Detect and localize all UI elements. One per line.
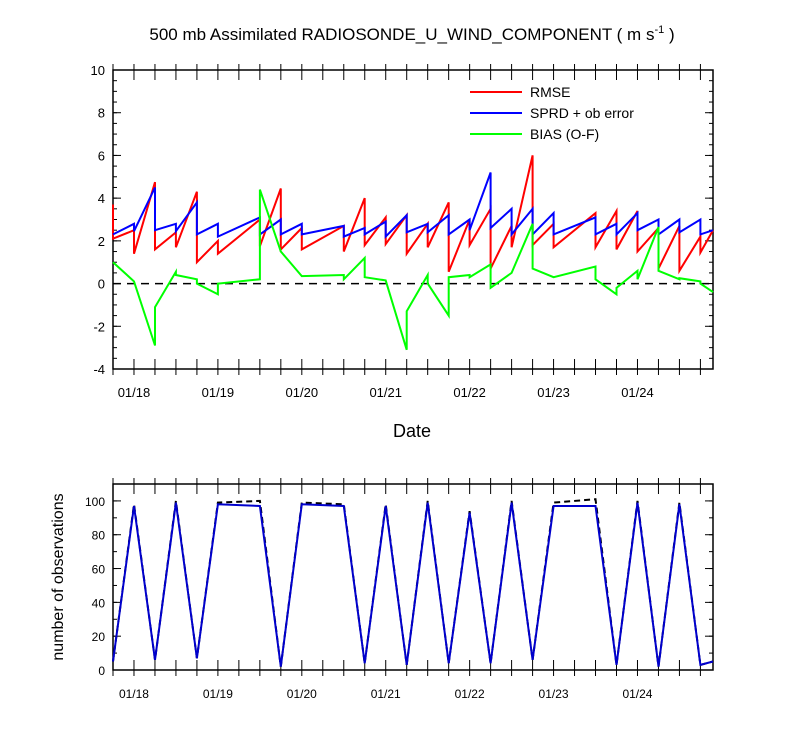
bottom-x-tick-label: 01/23 xyxy=(539,687,569,701)
top-y-tick-label: -2 xyxy=(93,319,105,334)
bottom-plot-frame xyxy=(112,483,714,671)
legend-label-2: BIAS (O-F) xyxy=(530,126,599,142)
top-x-tick-label: 01/23 xyxy=(537,385,570,400)
bottom-y-tick-label: 0 xyxy=(98,664,105,678)
top-series-rmse-line xyxy=(112,155,714,275)
top-x-tick-label: 01/20 xyxy=(286,385,319,400)
chart-title-main: 500 mb Assimilated RADIOSONDE_U_WIND_COM… xyxy=(149,25,654,44)
top-y-tick-label: 0 xyxy=(98,277,105,292)
chart-title-units-sup: -1 xyxy=(654,24,664,36)
top-y-tick-label: 2 xyxy=(98,234,105,249)
bottom-x-tick-label: 01/21 xyxy=(371,687,401,701)
bottom-x-tick-label: 01/19 xyxy=(203,687,233,701)
bottom-y-tick-label: 20 xyxy=(92,630,106,644)
chart-title-end: ) xyxy=(664,25,674,44)
top-y-tick-label: 10 xyxy=(91,63,105,78)
top-x-tick-label: 01/19 xyxy=(202,385,235,400)
top-y-tick-label: -4 xyxy=(93,362,105,377)
top-series-sprd-ob-error-line xyxy=(112,172,714,240)
legend-label-0: RMSE xyxy=(530,84,570,100)
bottom-y-tick-label: 60 xyxy=(92,563,106,577)
top-y-tick-label: 8 xyxy=(98,106,105,121)
bottom-y-tick-label: 80 xyxy=(92,529,106,543)
bottom-y-axis-label: number of observations xyxy=(50,493,67,660)
top-x-tick-label: 01/22 xyxy=(453,385,486,400)
top-x-tick-label: 01/18 xyxy=(118,385,151,400)
bottom-x-tick-label: 01/22 xyxy=(455,687,485,701)
top-y-tick-label: 6 xyxy=(98,148,105,163)
bottom-y-tick-label: 40 xyxy=(92,596,106,610)
bottom-y-tick-label: 100 xyxy=(85,495,105,509)
bottom-series-possible-line xyxy=(112,498,714,667)
bottom-series-used-line xyxy=(112,502,714,667)
legend: RMSE SPRD + ob error BIAS (O-F) xyxy=(470,84,634,142)
bottom-x-tick-label: 01/24 xyxy=(622,687,652,701)
x-axis-label: Date xyxy=(393,421,431,441)
legend-label-1: SPRD + ob error xyxy=(530,105,634,121)
top-x-tick-label: 01/24 xyxy=(621,385,654,400)
bottom-plot-area: 0 20 40 60 80 100 01/18 01/19 01/20 01/21 01/22 01/… xyxy=(85,478,714,701)
top-series-bias-o-f-line xyxy=(112,189,714,351)
bottom-x-tick-label: 01/20 xyxy=(287,687,317,701)
bottom-x-tick-label: 01/18 xyxy=(119,687,149,701)
top-x-tick-label: 01/21 xyxy=(369,385,402,400)
chart-title: 500 mb Assimilated RADIOSONDE_U_WIND_COM… xyxy=(149,24,674,44)
top-y-tick-label: 4 xyxy=(98,191,105,206)
top-plot-area: -4 -2 0 2 4 6 8 10 01/18 01/19 01/20 01/21 01/22 01/2… xyxy=(91,63,714,400)
